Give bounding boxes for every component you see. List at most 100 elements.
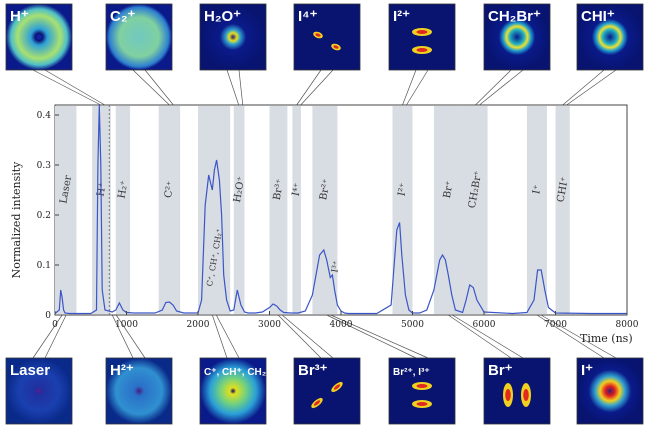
top-connector	[475, 69, 512, 106]
top-image-0	[5, 3, 73, 71]
peak-band-2	[115, 106, 131, 314]
image-lobe-core	[313, 400, 321, 406]
peak-label-2: H₂⁺	[116, 180, 130, 200]
top-connector	[296, 69, 322, 106]
peak-band-12	[526, 106, 547, 314]
x-tick-label: 0	[52, 320, 58, 330]
top-image-tile-6: CHI⁺	[576, 3, 644, 71]
bottom-image-row: Laser H²⁺ C⁺, CH⁺, CH₂⁺ Br³⁺ Br²⁺, I³⁺ Br⁺ I⁺	[5, 357, 644, 425]
top-connector	[562, 69, 605, 106]
bottom-connector	[277, 314, 322, 359]
peak-label-9: I²⁺	[396, 182, 409, 197]
bottom-image-2	[199, 357, 267, 425]
bottom-image-tile-5: Br⁺	[483, 357, 551, 425]
bottom-connector	[536, 314, 605, 359]
peak-band-7	[292, 106, 301, 314]
top-connector	[144, 69, 174, 106]
top-connector	[479, 69, 524, 106]
bottom-connector	[452, 314, 524, 359]
x-tick-label: 4000	[330, 320, 353, 330]
y-tick-label: 0.2	[37, 211, 51, 221]
image-lobe-core	[315, 33, 321, 37]
bottom-image-label-4: Br²⁺, I³⁺	[393, 367, 430, 378]
peak-band-10	[433, 106, 463, 314]
peak-band-9	[392, 106, 413, 314]
peak-label-8: Br²⁺	[318, 178, 333, 201]
top-image-tile-4: I²⁺	[388, 3, 456, 71]
bottom-image-6	[576, 357, 644, 425]
top-image-tile-3: I⁴⁺	[293, 3, 361, 71]
top-image-label-1: C₂⁺	[110, 8, 135, 25]
top-connector	[132, 69, 170, 106]
bottom-connector	[540, 314, 617, 359]
bottom-image-label-6: I⁺	[581, 362, 593, 379]
top-image-4	[388, 3, 456, 71]
top-image-6	[576, 3, 644, 71]
peak-label-3: C²⁺	[163, 180, 177, 199]
image-center-dot	[36, 34, 42, 40]
bottom-image-label-5: Br⁺	[488, 362, 513, 379]
peak-label-12: I⁺	[531, 184, 543, 195]
bottom-connector	[111, 314, 134, 359]
top-connector	[226, 69, 240, 106]
x-tick-label: 3000	[258, 320, 281, 330]
peak-label-10: Br⁺	[442, 180, 456, 199]
bottom-connector	[32, 314, 63, 359]
bottom-image-label-3: Br³⁺	[298, 362, 328, 379]
image-lobe-core	[416, 384, 428, 388]
bottom-image-tile-0: Laser	[5, 357, 73, 425]
top-image-5	[483, 3, 551, 71]
top-connector	[300, 69, 334, 106]
top-image-tile-2: H₂O⁺	[199, 3, 267, 71]
peak-bands: Laser H⁺ H₂⁺ C²⁺C⁺, CH⁺, CH₂⁺H₂O⁺ Br³⁺ I⁴⁺ Br²…	[55, 106, 571, 314]
peak-label-5: H₂O⁺	[232, 176, 247, 204]
image-lobe-core	[505, 389, 511, 401]
top-image-label-2: H₂O⁺	[204, 8, 241, 25]
bottom-image-tile-6: I⁺	[576, 357, 644, 425]
top-connector	[32, 69, 101, 106]
peak-label-1: H⁺	[95, 182, 108, 198]
bottom-image-tile-3: Br³⁺	[293, 357, 361, 425]
image-lobe-core	[333, 384, 341, 390]
top-connector	[406, 69, 429, 106]
top-connector	[44, 69, 105, 106]
top-connector	[566, 69, 617, 106]
x-tick-label: 5000	[401, 320, 424, 330]
top-image-3	[293, 3, 361, 71]
top-image-tile-5: CH₂Br⁺	[483, 3, 551, 71]
bottom-image-5	[483, 357, 551, 425]
peak-band-0	[55, 106, 77, 314]
y-tick-label: 0.1	[37, 261, 51, 271]
top-image-label-6: CHI⁺	[581, 8, 615, 25]
image-lobe-core	[333, 45, 339, 49]
top-image-tile-0: H⁺	[5, 3, 73, 71]
bottom-connector	[215, 314, 240, 359]
bottom-image-label-1: H²⁺	[110, 362, 134, 379]
peak-label-13: CHI⁺	[556, 176, 571, 203]
bottom-image-label-2: C⁺, CH⁺, CH₂⁺	[204, 367, 272, 378]
peak-label-7: I⁴⁺	[291, 182, 304, 197]
peak-label-0: Laser	[58, 174, 74, 204]
x-axis-label: Time (ns)	[580, 332, 633, 345]
top-image-1	[105, 3, 173, 71]
top-image-tile-1: C₂⁺	[105, 3, 173, 71]
bottom-image-1	[105, 357, 173, 425]
top-image-row: H⁺ C₂⁺ H₂O⁺ I⁴⁺ I²⁺ CH₂Br⁺ CHI⁺	[5, 3, 644, 71]
bottom-connector	[330, 314, 429, 359]
bottom-image-4	[388, 357, 456, 425]
series-line	[54, 104, 627, 315]
y-tick-label: 0.4	[37, 111, 52, 121]
top-connector	[402, 69, 417, 106]
x-tick-label: 6000	[473, 320, 496, 330]
bottom-image-0	[5, 357, 73, 425]
peak-label-6: Br³⁺	[272, 178, 287, 201]
x-tick-label: 8000	[616, 320, 639, 330]
peak-band-3	[158, 106, 181, 314]
top-image-label-3: I⁴⁺	[298, 8, 318, 25]
bottom-image-3	[293, 357, 361, 425]
top-image-label-0: H⁺	[10, 8, 29, 25]
bottom-image-label-0: Laser	[10, 362, 50, 379]
peak-band-5	[233, 106, 245, 314]
top-image-2	[199, 3, 267, 71]
